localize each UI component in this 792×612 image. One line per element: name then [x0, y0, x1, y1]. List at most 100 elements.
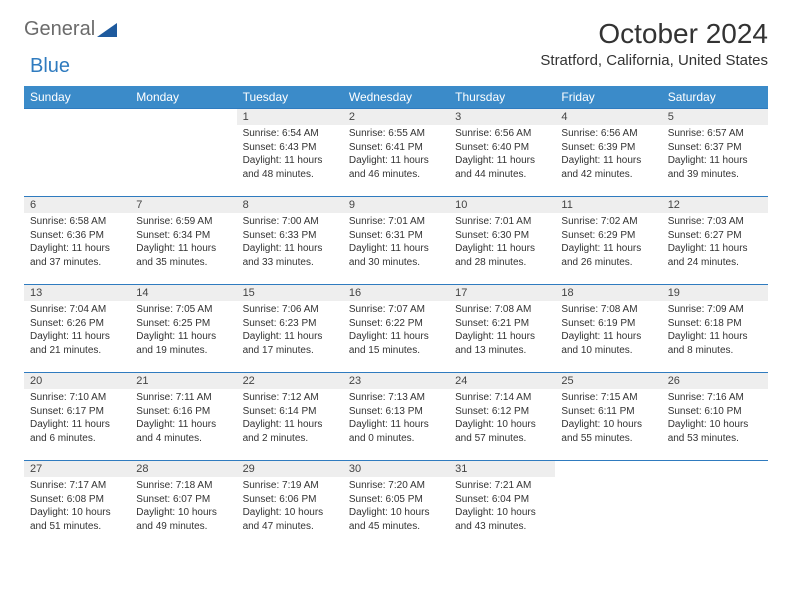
sunset-text: Sunset: 6:41 PM	[349, 141, 443, 155]
daylight-line1: Daylight: 11 hours	[136, 330, 230, 344]
calendar-cell: 21Sunrise: 7:11 AMSunset: 6:16 PMDayligh…	[130, 373, 236, 461]
daylight-line1: Daylight: 11 hours	[243, 330, 337, 344]
calendar-cell: 4Sunrise: 6:56 AMSunset: 6:39 PMDaylight…	[555, 109, 661, 197]
calendar-cell: 22Sunrise: 7:12 AMSunset: 6:14 PMDayligh…	[237, 373, 343, 461]
page: General October 2024 Stratford, Californ…	[0, 0, 792, 567]
day-number: 8	[237, 197, 343, 213]
daylight-line1: Daylight: 11 hours	[243, 154, 337, 168]
calendar-cell: 12Sunrise: 7:03 AMSunset: 6:27 PMDayligh…	[662, 197, 768, 285]
day-number: 23	[343, 373, 449, 389]
sunset-text: Sunset: 6:19 PM	[561, 317, 655, 331]
calendar-cell: 23Sunrise: 7:13 AMSunset: 6:13 PMDayligh…	[343, 373, 449, 461]
sunset-text: Sunset: 6:34 PM	[136, 229, 230, 243]
sunrise-text: Sunrise: 6:56 AM	[455, 127, 549, 141]
daylight-line1: Daylight: 11 hours	[561, 242, 655, 256]
weekday-header: Tuesday	[237, 86, 343, 109]
sunrise-text: Sunrise: 7:06 AM	[243, 303, 337, 317]
calendar-header-row: SundayMondayTuesdayWednesdayThursdayFrid…	[24, 86, 768, 109]
daylight-line1: Daylight: 11 hours	[668, 154, 762, 168]
daylight-line1: Daylight: 11 hours	[561, 154, 655, 168]
calendar-cell: 20Sunrise: 7:10 AMSunset: 6:17 PMDayligh…	[24, 373, 130, 461]
calendar-cell: 8Sunrise: 7:00 AMSunset: 6:33 PMDaylight…	[237, 197, 343, 285]
daylight-line2: and 21 minutes.	[30, 344, 124, 358]
sunrise-text: Sunrise: 7:01 AM	[349, 215, 443, 229]
sunset-text: Sunset: 6:26 PM	[30, 317, 124, 331]
daylight-line2: and 19 minutes.	[136, 344, 230, 358]
daylight-line2: and 28 minutes.	[455, 256, 549, 270]
logo: General	[24, 18, 119, 41]
day-body: Sunrise: 7:10 AMSunset: 6:17 PMDaylight:…	[24, 389, 130, 449]
sunrise-text: Sunrise: 7:17 AM	[30, 479, 124, 493]
day-number: 31	[449, 461, 555, 477]
calendar-row: 20Sunrise: 7:10 AMSunset: 6:17 PMDayligh…	[24, 373, 768, 461]
daylight-line1: Daylight: 11 hours	[349, 330, 443, 344]
calendar-cell: 15Sunrise: 7:06 AMSunset: 6:23 PMDayligh…	[237, 285, 343, 373]
day-body: Sunrise: 6:55 AMSunset: 6:41 PMDaylight:…	[343, 125, 449, 185]
calendar-cell	[662, 461, 768, 549]
daylight-line1: Daylight: 11 hours	[30, 418, 124, 432]
sunrise-text: Sunrise: 7:07 AM	[349, 303, 443, 317]
calendar-body: 1Sunrise: 6:54 AMSunset: 6:43 PMDaylight…	[24, 109, 768, 549]
day-number: 27	[24, 461, 130, 477]
day-body: Sunrise: 6:57 AMSunset: 6:37 PMDaylight:…	[662, 125, 768, 185]
day-body: Sunrise: 7:13 AMSunset: 6:13 PMDaylight:…	[343, 389, 449, 449]
sunset-text: Sunset: 6:08 PM	[30, 493, 124, 507]
daylight-line1: Daylight: 10 hours	[668, 418, 762, 432]
day-body: Sunrise: 7:08 AMSunset: 6:19 PMDaylight:…	[555, 301, 661, 361]
daylight-line1: Daylight: 10 hours	[561, 418, 655, 432]
sunset-text: Sunset: 6:25 PM	[136, 317, 230, 331]
day-body: Sunrise: 7:18 AMSunset: 6:07 PMDaylight:…	[130, 477, 236, 537]
daylight-line1: Daylight: 11 hours	[455, 154, 549, 168]
sunset-text: Sunset: 6:23 PM	[243, 317, 337, 331]
calendar-cell: 30Sunrise: 7:20 AMSunset: 6:05 PMDayligh…	[343, 461, 449, 549]
sunrise-text: Sunrise: 7:18 AM	[136, 479, 230, 493]
logo-text-general: General	[24, 18, 95, 41]
sunset-text: Sunset: 6:27 PM	[668, 229, 762, 243]
daylight-line2: and 47 minutes.	[243, 520, 337, 534]
weekday-header: Monday	[130, 86, 236, 109]
daylight-line2: and 53 minutes.	[668, 432, 762, 446]
daylight-line2: and 43 minutes.	[455, 520, 549, 534]
day-body: Sunrise: 7:05 AMSunset: 6:25 PMDaylight:…	[130, 301, 236, 361]
daylight-line2: and 46 minutes.	[349, 168, 443, 182]
sunrise-text: Sunrise: 7:05 AM	[136, 303, 230, 317]
calendar-row: 6Sunrise: 6:58 AMSunset: 6:36 PMDaylight…	[24, 197, 768, 285]
sunrise-text: Sunrise: 7:04 AM	[30, 303, 124, 317]
calendar-cell: 1Sunrise: 6:54 AMSunset: 6:43 PMDaylight…	[237, 109, 343, 197]
day-number: 19	[662, 285, 768, 301]
calendar-cell: 2Sunrise: 6:55 AMSunset: 6:41 PMDaylight…	[343, 109, 449, 197]
day-number: 3	[449, 109, 555, 125]
sunset-text: Sunset: 6:43 PM	[243, 141, 337, 155]
calendar-cell: 26Sunrise: 7:16 AMSunset: 6:10 PMDayligh…	[662, 373, 768, 461]
daylight-line1: Daylight: 11 hours	[136, 418, 230, 432]
daylight-line2: and 15 minutes.	[349, 344, 443, 358]
daylight-line2: and 30 minutes.	[349, 256, 443, 270]
sunrise-text: Sunrise: 6:56 AM	[561, 127, 655, 141]
day-body: Sunrise: 6:58 AMSunset: 6:36 PMDaylight:…	[24, 213, 130, 273]
day-number: 17	[449, 285, 555, 301]
daylight-line2: and 0 minutes.	[349, 432, 443, 446]
day-body: Sunrise: 7:12 AMSunset: 6:14 PMDaylight:…	[237, 389, 343, 449]
day-body: Sunrise: 7:17 AMSunset: 6:08 PMDaylight:…	[24, 477, 130, 537]
daylight-line2: and 49 minutes.	[136, 520, 230, 534]
sunrise-text: Sunrise: 6:54 AM	[243, 127, 337, 141]
day-body: Sunrise: 7:11 AMSunset: 6:16 PMDaylight:…	[130, 389, 236, 449]
day-number: 22	[237, 373, 343, 389]
calendar-cell: 10Sunrise: 7:01 AMSunset: 6:30 PMDayligh…	[449, 197, 555, 285]
day-body: Sunrise: 7:03 AMSunset: 6:27 PMDaylight:…	[662, 213, 768, 273]
calendar-cell: 27Sunrise: 7:17 AMSunset: 6:08 PMDayligh…	[24, 461, 130, 549]
calendar-cell: 24Sunrise: 7:14 AMSunset: 6:12 PMDayligh…	[449, 373, 555, 461]
sunrise-text: Sunrise: 6:57 AM	[668, 127, 762, 141]
day-number: 9	[343, 197, 449, 213]
daylight-line2: and 24 minutes.	[668, 256, 762, 270]
sunrise-text: Sunrise: 7:01 AM	[455, 215, 549, 229]
calendar-cell: 11Sunrise: 7:02 AMSunset: 6:29 PMDayligh…	[555, 197, 661, 285]
day-body: Sunrise: 7:01 AMSunset: 6:31 PMDaylight:…	[343, 213, 449, 273]
sunset-text: Sunset: 6:17 PM	[30, 405, 124, 419]
day-body: Sunrise: 7:01 AMSunset: 6:30 PMDaylight:…	[449, 213, 555, 273]
daylight-line1: Daylight: 10 hours	[136, 506, 230, 520]
daylight-line2: and 44 minutes.	[455, 168, 549, 182]
calendar-row: 27Sunrise: 7:17 AMSunset: 6:08 PMDayligh…	[24, 461, 768, 549]
calendar-cell: 3Sunrise: 6:56 AMSunset: 6:40 PMDaylight…	[449, 109, 555, 197]
sunset-text: Sunset: 6:22 PM	[349, 317, 443, 331]
